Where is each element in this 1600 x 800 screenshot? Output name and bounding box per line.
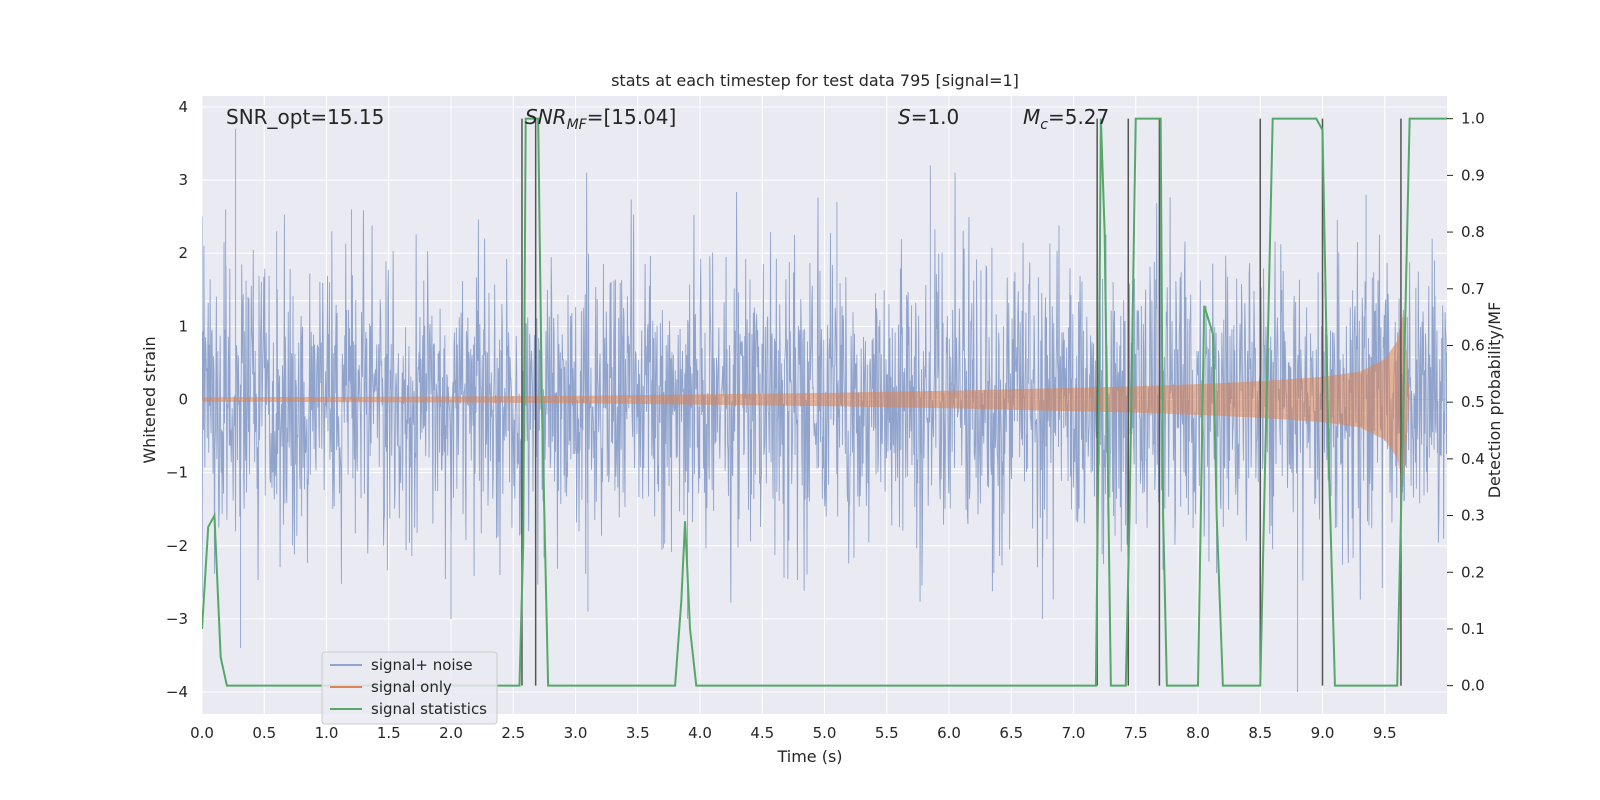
x-tick-label: 9.0 — [1311, 724, 1335, 742]
x-tick-label: 3.5 — [626, 724, 650, 742]
legend-box — [321, 651, 498, 725]
y-tick-label: 1 — [178, 317, 188, 335]
annotation-mc-sub: c — [1040, 117, 1048, 133]
y2-tick-label: 0.2 — [1461, 563, 1485, 581]
series-signal-only — [202, 313, 1447, 488]
y2-tick-label: 0.1 — [1461, 620, 1485, 638]
annotation-s: S=1.0 — [898, 105, 959, 129]
y2-axis-label: Detection probability/MF — [1485, 302, 1504, 499]
x-tick-label: 5.0 — [813, 724, 837, 742]
annotation-s-value: =1.0 — [911, 105, 960, 129]
y-tick-label: 2 — [178, 244, 188, 262]
x-tick-label: 1.5 — [377, 724, 401, 742]
annotation-snr-mf-name: SNR — [525, 105, 567, 129]
x-ticks: 0.0 0.5 1.0 1.5 2.0 2.5 3.0 3.5 4.0 4.5 5.0 5.5 6.0 6… — [190, 724, 1397, 742]
y-tick-label: 0 — [178, 391, 188, 409]
y2-tick-label: 0.0 — [1461, 677, 1485, 695]
y2-tick-label: 0.3 — [1461, 507, 1485, 525]
y-tick-label: 4 — [178, 98, 188, 116]
x-tick-label: 0.5 — [252, 724, 276, 742]
y-tick-label: −2 — [166, 537, 188, 555]
y-ticks: −4 −3 −2 −1 0 1 2 3 4 — [166, 98, 188, 701]
legend: signal+ noise signal only signal statist… — [321, 651, 498, 725]
y2-tick-label: 0.8 — [1461, 223, 1485, 241]
annotation-snr-mf-value: =[15.04] — [587, 105, 677, 129]
annotation-snr-opt: SNR_opt=15.15 — [226, 105, 384, 129]
x-tick-label: 1.0 — [315, 724, 339, 742]
annotation-snr-mf-sub: MF — [567, 117, 588, 133]
x-tick-label: 4.0 — [688, 724, 712, 742]
legend-label-signal-only: signal only — [371, 678, 452, 696]
annotation-mc-name: M — [1023, 105, 1040, 129]
chart-title: stats at each timestep for test data 795… — [611, 71, 1019, 90]
x-tick-label: 4.5 — [750, 724, 774, 742]
annotations: SNR_opt=15.15 SNRMF=[15.04] S=1.0 Mc=5.2… — [226, 105, 1109, 133]
y2-tick-label: 0.9 — [1461, 166, 1485, 184]
x-tick-label: 2.5 — [501, 724, 525, 742]
y-tick-label: −3 — [166, 610, 188, 628]
series-signal-statistics — [202, 117, 1447, 687]
x-tick-label: 8.5 — [1248, 724, 1272, 742]
annotation-mc-value: =5.27 — [1048, 105, 1109, 129]
y2-tick-label: 0.5 — [1461, 393, 1485, 411]
y2-tick-label: 0.6 — [1461, 336, 1485, 354]
x-tick-label: 7.0 — [1062, 724, 1086, 742]
x-tick-label: 9.5 — [1373, 724, 1397, 742]
x-tick-label: 6.0 — [937, 724, 961, 742]
y2-tick-label: 1.0 — [1461, 110, 1485, 128]
x-axis-label: Time (s) — [776, 747, 842, 766]
x-tick-label: 0.0 — [190, 724, 214, 742]
y-tick-label: −4 — [166, 683, 188, 701]
x-tick-label: 8.0 — [1186, 724, 1210, 742]
y-axis-label: Whitened strain — [140, 336, 159, 463]
x-tick-label: 5.5 — [875, 724, 899, 742]
legend-label-signal-statistics: signal statistics — [371, 700, 487, 718]
annotation-mc: Mc=5.27 — [1023, 105, 1109, 133]
annotation-s-name: S — [898, 105, 911, 129]
legend-label-signal-noise: signal+ noise — [371, 656, 473, 674]
y-tick-label: −1 — [166, 464, 188, 482]
y-tick-label: 3 — [178, 171, 188, 189]
x-tick-label: 3.0 — [564, 724, 588, 742]
x-tick-label: 7.5 — [1124, 724, 1148, 742]
x-tick-label: 2.0 — [439, 724, 463, 742]
annotation-snr-mf: SNRMF=[15.04] — [525, 105, 676, 133]
y2-tick-label: 0.7 — [1461, 280, 1485, 298]
y2-ticks: 0.0 0.1 0.2 0.3 0.4 0.5 0.6 0.7 0.8 0.9 1.0 — [1447, 110, 1485, 695]
x-tick-label: 6.5 — [999, 724, 1023, 742]
y2-tick-label: 0.4 — [1461, 450, 1485, 468]
